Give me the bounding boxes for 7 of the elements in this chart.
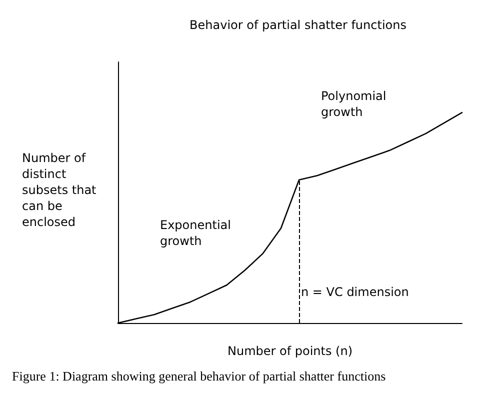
y-axis-title: Number of distinct subsets that can be enclosed <box>22 151 97 229</box>
annotation: Polynomial growth <box>321 89 386 119</box>
annotation: Exponential growth <box>160 218 231 248</box>
annotation: n = VC dimension <box>301 285 409 299</box>
x-axis-title: Number of points (n) <box>227 344 353 358</box>
caption: Figure 1: Diagram showing general behavior of partial shatter functions <box>12 368 386 384</box>
chart-title: Behavior of partial shatter functions <box>190 18 406 32</box>
